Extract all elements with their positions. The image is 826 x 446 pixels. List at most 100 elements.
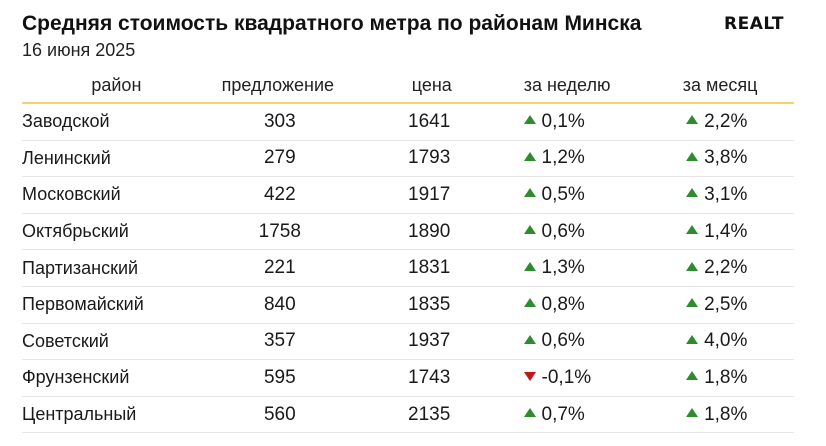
- week-change-value: 0,8%: [541, 293, 585, 315]
- month-change: 3,8%: [668, 147, 794, 169]
- up-arrow-icon: [523, 261, 536, 271]
- up-arrow-icon: [686, 371, 699, 381]
- up-arrow-icon: [686, 115, 699, 125]
- table-row: Советский 357 1937 0,6% 4,0%: [22, 324, 794, 361]
- down-arrow-icon: [523, 372, 536, 382]
- month-change: 2,2%: [668, 111, 794, 133]
- supply-count: 840: [263, 293, 296, 315]
- month-change-value: 1,8%: [704, 366, 748, 388]
- month-change-value: 2,5%: [704, 293, 748, 315]
- supply-count: 1758: [258, 220, 301, 242]
- week-change-value: 1,3%: [541, 257, 585, 279]
- price-value: 1743: [408, 366, 451, 388]
- up-arrow-icon: [686, 408, 699, 418]
- up-arrow-icon: [686, 151, 699, 161]
- price-value: 1890: [408, 220, 451, 242]
- price-value: 1917: [408, 183, 451, 205]
- month-change-value: 1,8%: [704, 403, 748, 425]
- district-name: Первомайский: [22, 294, 144, 315]
- district-name: Центральный: [22, 404, 137, 425]
- brand-logo: REALT: [724, 14, 784, 34]
- district-name: Ленинский: [22, 147, 111, 168]
- supply-count: 221: [263, 257, 296, 279]
- supply-count: 595: [263, 366, 296, 388]
- supply-count: 560: [263, 403, 296, 425]
- supply-count: 357: [263, 330, 296, 352]
- column-header-district: район: [91, 74, 142, 95]
- district-name: Октябрьский: [22, 221, 129, 242]
- district-name: Советский: [22, 330, 109, 351]
- price-value: 1835: [408, 293, 451, 315]
- table-row: Московский 422 1917 0,5% 3,1%: [22, 177, 794, 214]
- table-row: Фрунзенский 595 1743 -0,1% 1,8%: [22, 360, 794, 397]
- column-header-price: цена: [411, 74, 452, 95]
- week-change-value: 1,2%: [541, 147, 585, 169]
- month-change: 1,4%: [668, 221, 794, 243]
- week-change: 0,6%: [514, 330, 669, 352]
- week-change: 0,6%: [514, 221, 669, 243]
- up-arrow-icon: [523, 188, 536, 198]
- column-header-week: за неделю: [523, 74, 611, 95]
- table-body: Заводской 303 1641 0,1% 2,2% Ленинский 279 1793…: [22, 104, 794, 434]
- week-change: 0,5%: [514, 184, 669, 206]
- table-header-row: район предложение цена за неделю за меся…: [22, 68, 794, 104]
- week-change: -0,1%: [514, 367, 669, 389]
- district-name: Партизанский: [22, 257, 139, 278]
- column-header-supply: предложение: [221, 74, 335, 95]
- month-change: 4,0%: [668, 330, 794, 352]
- price-value: 1793: [408, 147, 451, 169]
- week-change-value: 0,6%: [541, 330, 585, 352]
- table-row: Заводской 303 1641 0,1% 2,2%: [22, 104, 794, 141]
- week-change: 1,2%: [514, 147, 669, 169]
- up-arrow-icon: [686, 298, 699, 308]
- week-change: 0,1%: [514, 111, 669, 133]
- price-value: 1641: [408, 110, 451, 132]
- week-change-value: 0,6%: [541, 220, 585, 242]
- week-change-value: 0,1%: [541, 110, 585, 132]
- table-row: Партизанский 221 1831 1,3% 2,2%: [22, 250, 794, 287]
- price-value: 1937: [408, 330, 451, 352]
- chart-title: Средняя стоимость квадратного метра по р…: [22, 12, 642, 35]
- district-name: Московский: [22, 184, 121, 205]
- price-value: 1831: [408, 257, 451, 279]
- week-change: 0,7%: [514, 404, 669, 426]
- up-arrow-icon: [523, 334, 536, 344]
- month-change-value: 2,2%: [704, 110, 748, 132]
- month-change: 3,1%: [668, 184, 794, 206]
- month-change-value: 3,8%: [704, 147, 748, 169]
- up-arrow-icon: [686, 188, 699, 198]
- price-value: 2135: [408, 403, 451, 425]
- up-arrow-icon: [523, 115, 536, 125]
- month-change: 1,8%: [668, 404, 794, 426]
- supply-count: 279: [263, 147, 296, 169]
- table-row: Центральный 560 2135 0,7% 1,8%: [22, 397, 794, 434]
- month-change-value: 4,0%: [704, 330, 748, 352]
- table-row: Октябрьский 1758 1890 0,6% 1,4%: [22, 214, 794, 251]
- chart-date: 16 июня 2025: [22, 40, 136, 60]
- up-arrow-icon: [686, 334, 699, 344]
- up-arrow-icon: [523, 151, 536, 161]
- month-change-value: 2,2%: [704, 257, 748, 279]
- district-name: Заводской: [22, 111, 110, 132]
- up-arrow-icon: [523, 408, 536, 418]
- up-arrow-icon: [686, 261, 699, 271]
- district-name: Фрунзенский: [22, 367, 130, 388]
- week-change-value: -0,1%: [541, 366, 592, 388]
- price-table: район предложение цена за неделю за меся…: [22, 68, 794, 434]
- month-change-value: 3,1%: [704, 183, 748, 205]
- supply-count: 422: [263, 183, 296, 205]
- up-arrow-icon: [523, 225, 536, 235]
- week-change-value: 0,7%: [541, 403, 585, 425]
- week-change: 0,8%: [514, 294, 669, 316]
- month-change: 2,2%: [668, 257, 794, 279]
- month-change: 1,8%: [668, 367, 794, 389]
- up-arrow-icon: [686, 225, 699, 235]
- month-change-value: 1,4%: [704, 220, 748, 242]
- table-row: Ленинский 279 1793 1,2% 3,8%: [22, 141, 794, 178]
- supply-count: 303: [263, 110, 296, 132]
- table-row: Первомайский 840 1835 0,8% 2,5%: [22, 287, 794, 324]
- week-change: 1,3%: [514, 257, 669, 279]
- week-change-value: 0,5%: [541, 183, 585, 205]
- column-header-month: за месяц: [682, 74, 758, 95]
- up-arrow-icon: [523, 298, 536, 308]
